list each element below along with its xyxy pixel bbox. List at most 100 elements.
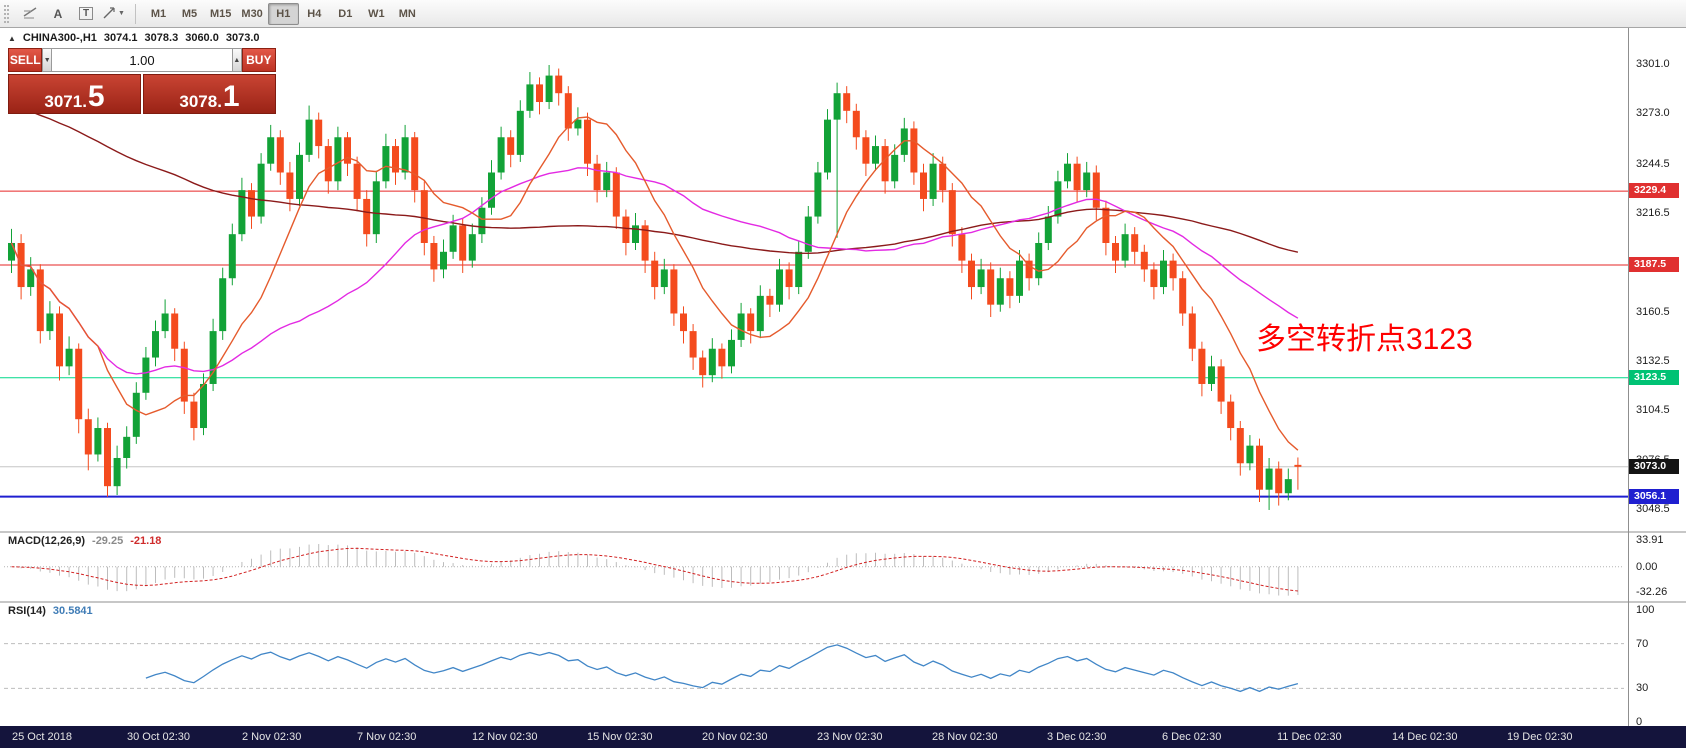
candle-body — [632, 225, 639, 243]
rsi-axis-label: 100 — [1636, 604, 1655, 616]
candle-body — [708, 348, 716, 376]
price-tick-label: 3216.5 — [1636, 206, 1670, 219]
timeframe-button-m30[interactable]: M30 — [241, 7, 263, 20]
candle-body — [180, 348, 188, 402]
toolbar-drag-handle[interactable] — [4, 4, 9, 23]
candle-body — [488, 172, 495, 208]
candle-body — [756, 295, 764, 332]
candle-body — [718, 348, 726, 367]
candle-body — [1150, 269, 1158, 288]
candle-body — [152, 331, 159, 358]
candle-body — [670, 269, 678, 314]
candle-body — [1275, 468, 1283, 494]
candle-body — [766, 295, 774, 305]
candle-body — [142, 357, 150, 393]
buy-button[interactable]: BUY — [241, 48, 276, 72]
candle-body — [65, 348, 73, 367]
candle-body — [1246, 445, 1254, 464]
price-level-badge[interactable]: 3187.5 — [1629, 257, 1679, 273]
candle-body — [660, 269, 668, 288]
candle-body — [555, 75, 563, 94]
buy-price-display[interactable]: 3078. 1 — [143, 74, 276, 114]
time-axis-label: 6 Dec 02:30 — [1162, 731, 1222, 743]
candle-body — [968, 260, 975, 288]
candle-body — [1198, 348, 1206, 384]
candle-body — [171, 313, 179, 349]
candle-body — [862, 137, 870, 164]
candle-body — [1217, 366, 1225, 402]
time-axis-label: 25 Oct 2018 — [12, 731, 72, 743]
timeframe-button-m15[interactable]: M15 — [210, 7, 232, 20]
timeframe-button-h4[interactable]: H4 — [307, 7, 322, 20]
timeframe-button-m5[interactable]: M5 — [181, 7, 198, 20]
price-level-badge[interactable]: 3056.1 — [1629, 488, 1679, 504]
time-axis-label: 3 Dec 02:30 — [1047, 731, 1107, 743]
timeframe-button-w1[interactable]: W1 — [368, 7, 385, 20]
ohlc-low: 3060.0 — [185, 32, 219, 44]
text-tool-button[interactable]: T — [73, 3, 99, 25]
candle-body — [996, 278, 1004, 305]
timeframe-button-m1[interactable]: M1 — [150, 7, 167, 20]
candle-body — [1044, 216, 1052, 243]
candle-body — [1294, 464, 1302, 467]
macd-signal-line — [11, 547, 1298, 592]
price-tick-label: 3132.5 — [1636, 354, 1670, 367]
candle-body — [584, 119, 591, 164]
candle-body — [94, 428, 102, 455]
candle-body — [113, 457, 121, 487]
collapse-one-click-icon[interactable]: ▲ — [8, 33, 16, 43]
candle-body — [804, 216, 812, 252]
candle-body — [843, 93, 851, 111]
candle-body — [392, 146, 399, 173]
shapes-tool-button[interactable]: ▼ — [101, 3, 127, 25]
candle-body — [296, 154, 303, 199]
candle-body — [872, 146, 879, 164]
candle-body — [334, 137, 342, 182]
candle-body — [353, 163, 361, 199]
time-axis-label: 23 Nov 02:30 — [817, 731, 883, 743]
candle-body — [920, 172, 927, 199]
candle-body — [1160, 260, 1167, 288]
volume-increase-button[interactable]: ▲ — [232, 48, 242, 72]
ma-fast-line — [10, 116, 1299, 451]
rsi-axis-label: 70 — [1636, 637, 1649, 650]
candle-body — [104, 428, 111, 487]
timeframe-button-d1[interactable]: D1 — [338, 7, 353, 20]
candle-body — [267, 137, 275, 164]
sell-price-display[interactable]: 3071. 5 — [8, 74, 141, 114]
candle-body — [603, 172, 611, 191]
candle-body — [372, 181, 380, 235]
candle-body — [449, 225, 457, 252]
candle-body — [56, 313, 63, 367]
price-scale[interactable]: 3301.0 3273.0 3244.5 3216.5 3187.5 3160.5 3132… — [1628, 28, 1686, 728]
candle-body — [1006, 278, 1014, 296]
price-level-badge[interactable]: 3229.4 — [1629, 183, 1679, 199]
timeframe-group: M1 M5 M15 M30 H1 H4 D1 W1 MN — [143, 2, 423, 25]
candle-body — [248, 190, 255, 217]
volume-input[interactable] — [52, 48, 232, 72]
macd-axis-label: -32.26 — [1636, 585, 1668, 598]
volume-decrease-button[interactable]: ▼ — [42, 48, 52, 72]
candle-body — [641, 225, 649, 261]
candle-body — [1131, 234, 1139, 252]
candle-body — [987, 269, 995, 305]
symbol-title: CHINA300-,H1 — [22, 32, 97, 44]
lines-tool-button[interactable] — [17, 3, 43, 25]
candle-body — [382, 146, 390, 182]
text-label-tool-button[interactable]: A — [45, 3, 71, 25]
candle-body — [200, 383, 207, 429]
sell-button[interactable]: SELL — [8, 48, 43, 72]
rsi-axis-label: 0 — [1636, 716, 1643, 728]
text-tool-icon: T — [78, 7, 94, 20]
macd-axis-label: 33.91 — [1636, 534, 1664, 547]
time-axis-label: 2 Nov 02:30 — [242, 731, 302, 743]
candle-body — [699, 357, 707, 376]
price-level-badge[interactable]: 3123.5 — [1629, 369, 1679, 385]
candle-body — [315, 119, 323, 147]
timeframe-button-mn[interactable]: MN — [398, 7, 416, 20]
time-axis[interactable]: 25 Oct 2018 30 Oct 02:30 2 Nov 02:30 7 Nov … — [0, 726, 1686, 748]
candle-body — [46, 313, 54, 332]
timeframe-button-h1[interactable]: H1 — [267, 2, 299, 25]
